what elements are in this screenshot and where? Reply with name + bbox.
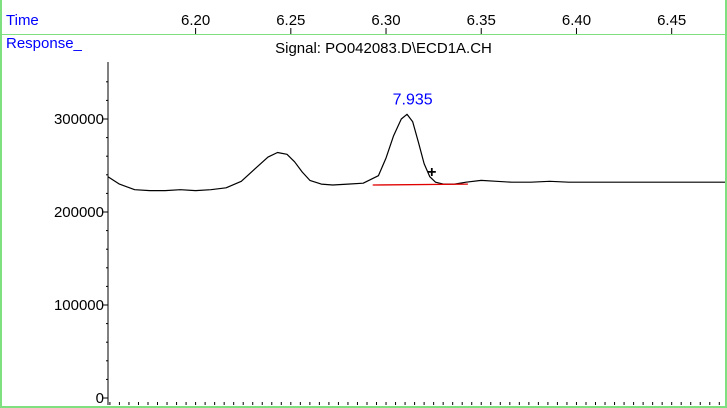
y-tick-label: 100000 — [54, 297, 104, 314]
time-axis-label: Time — [6, 12, 39, 29]
peak-centroid-marker: + — [427, 164, 436, 181]
x-tick-label: 6.30 — [371, 12, 400, 29]
x-tick-label: 6.45 — [657, 12, 686, 29]
x-tick-label: 6.40 — [562, 12, 591, 29]
chart-title: Signal: PO042083.D\ECD1A.CH — [275, 40, 492, 57]
x-tick-label: 6.20 — [181, 12, 210, 29]
signal-trace — [107, 113, 725, 192]
response-axis-label: Response_ — [6, 35, 82, 52]
peak-retention-label: 7.935 — [393, 91, 433, 108]
header-divider — [2, 34, 725, 35]
x-tick-label: 6.35 — [467, 12, 496, 29]
y-tick-label: 0 — [96, 390, 104, 406]
x-tick-label: 6.25 — [276, 12, 305, 29]
integration-baseline — [372, 183, 468, 186]
y-tick-label: 300000 — [54, 111, 104, 128]
y-tick-label: 200000 — [54, 204, 104, 221]
